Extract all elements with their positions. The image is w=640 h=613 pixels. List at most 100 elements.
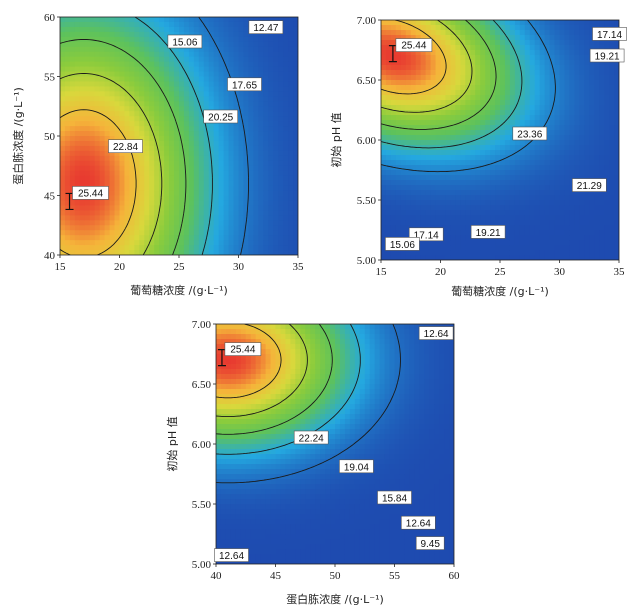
x-tick-label: 20 bbox=[114, 261, 126, 273]
heatmap-cell bbox=[440, 20, 447, 26]
heatmap-cell bbox=[381, 110, 387, 116]
heatmap-cell bbox=[395, 70, 402, 76]
heatmap-cell bbox=[445, 170, 452, 176]
heatmap-cell bbox=[114, 26, 121, 33]
heatmap-cell bbox=[485, 245, 491, 251]
heatmap-cell bbox=[134, 220, 140, 226]
heatmap-cell bbox=[174, 225, 180, 231]
heatmap-cell bbox=[495, 175, 501, 181]
heatmap-cell bbox=[288, 36, 294, 43]
heatmap-cell bbox=[203, 131, 210, 137]
heatmap-cell bbox=[381, 255, 387, 260]
heatmap-cell bbox=[223, 245, 230, 251]
heatmap-cell bbox=[134, 150, 140, 157]
heatmap-cell bbox=[253, 61, 259, 68]
heatmap-cell bbox=[604, 105, 610, 111]
heatmap-cell bbox=[455, 100, 461, 106]
heatmap-cell bbox=[283, 155, 289, 162]
heatmap-cell bbox=[470, 75, 476, 81]
heatmap-cell bbox=[198, 126, 205, 132]
heatmap-cell bbox=[253, 96, 259, 102]
heatmap-cell bbox=[188, 190, 195, 197]
heatmap-cell bbox=[174, 136, 180, 142]
heatmap-cell bbox=[475, 160, 481, 166]
heatmap-cell bbox=[223, 126, 230, 132]
heatmap-cell bbox=[589, 195, 595, 201]
heatmap-cell bbox=[233, 56, 240, 63]
heatmap-cell bbox=[268, 160, 274, 167]
heatmap-cell bbox=[569, 205, 575, 211]
heatmap-cell bbox=[89, 240, 96, 246]
heatmap-cell bbox=[149, 17, 155, 23]
heatmap-cell bbox=[240, 544, 247, 550]
heatmap-cell bbox=[129, 225, 135, 231]
heatmap-cell bbox=[203, 91, 210, 97]
heatmap-cell bbox=[519, 30, 526, 36]
heatmap-cell bbox=[288, 220, 294, 226]
heatmap-cell bbox=[188, 200, 195, 207]
heatmap-cell bbox=[89, 66, 96, 73]
heatmap-cell bbox=[385, 250, 392, 256]
heatmap-cell bbox=[500, 155, 506, 161]
heatmap-cell bbox=[278, 190, 284, 197]
heatmap-cell bbox=[268, 190, 274, 197]
heatmap-cell bbox=[203, 250, 210, 255]
heatmap-cell bbox=[288, 91, 294, 97]
heatmap-cell bbox=[500, 80, 506, 86]
heatmap-cell bbox=[450, 220, 456, 226]
heatmap-cell bbox=[179, 126, 185, 132]
heatmap-cell bbox=[293, 200, 298, 207]
heatmap-cell bbox=[594, 255, 600, 260]
heatmap-cell bbox=[253, 36, 259, 43]
heatmap-cell bbox=[524, 245, 531, 251]
heatmap-cell bbox=[263, 17, 269, 23]
heatmap-cell bbox=[430, 180, 437, 186]
heatmap-cell bbox=[509, 90, 516, 96]
heatmap-cell bbox=[549, 160, 556, 166]
heatmap-cell bbox=[589, 230, 595, 236]
heatmap-cell bbox=[534, 150, 541, 156]
heatmap-cell bbox=[564, 180, 571, 186]
heatmap-cell bbox=[223, 185, 230, 192]
heatmap-cell bbox=[599, 20, 605, 26]
heatmap-cell bbox=[263, 36, 269, 43]
heatmap-cell bbox=[228, 96, 235, 102]
heatmap-cell bbox=[514, 115, 521, 121]
heatmap-cell bbox=[504, 125, 511, 131]
heatmap-cell bbox=[235, 469, 242, 475]
heatmap-cell bbox=[203, 220, 210, 226]
heatmap-cell bbox=[109, 56, 116, 63]
heatmap-cell bbox=[144, 235, 150, 241]
heatmap-cell bbox=[273, 150, 279, 157]
heatmap-cell bbox=[529, 255, 536, 260]
heatmap-cell bbox=[604, 120, 610, 126]
heatmap-cell bbox=[258, 215, 264, 221]
heatmap-cell bbox=[248, 140, 254, 147]
heatmap-cell bbox=[519, 190, 526, 196]
heatmap-cell bbox=[559, 240, 566, 246]
contour-label: 19.21 bbox=[476, 228, 501, 239]
heatmap-cell bbox=[228, 46, 235, 53]
heatmap-cell bbox=[480, 30, 486, 36]
heatmap-cell bbox=[223, 200, 230, 207]
heatmap-cell bbox=[60, 36, 66, 43]
heatmap-cell bbox=[109, 155, 116, 162]
heatmap-cell bbox=[203, 170, 210, 177]
heatmap-cell bbox=[174, 81, 180, 88]
heatmap-cell bbox=[455, 110, 461, 116]
heatmap-cell bbox=[109, 96, 116, 102]
heatmap-cell bbox=[544, 160, 551, 166]
heatmap-cell bbox=[599, 225, 605, 231]
heatmap-cell bbox=[248, 235, 254, 241]
heatmap-cell bbox=[381, 70, 387, 76]
heatmap-cell bbox=[524, 105, 531, 111]
heatmap-cell bbox=[584, 170, 590, 176]
heatmap-cell bbox=[278, 17, 284, 23]
heatmap-cell bbox=[203, 66, 210, 73]
heatmap-cell bbox=[228, 21, 235, 28]
heatmap-cell bbox=[124, 66, 131, 73]
heatmap-cell bbox=[216, 389, 222, 395]
heatmap-cell bbox=[230, 359, 237, 365]
heatmap-cell bbox=[69, 17, 76, 23]
heatmap-cell bbox=[500, 145, 506, 151]
